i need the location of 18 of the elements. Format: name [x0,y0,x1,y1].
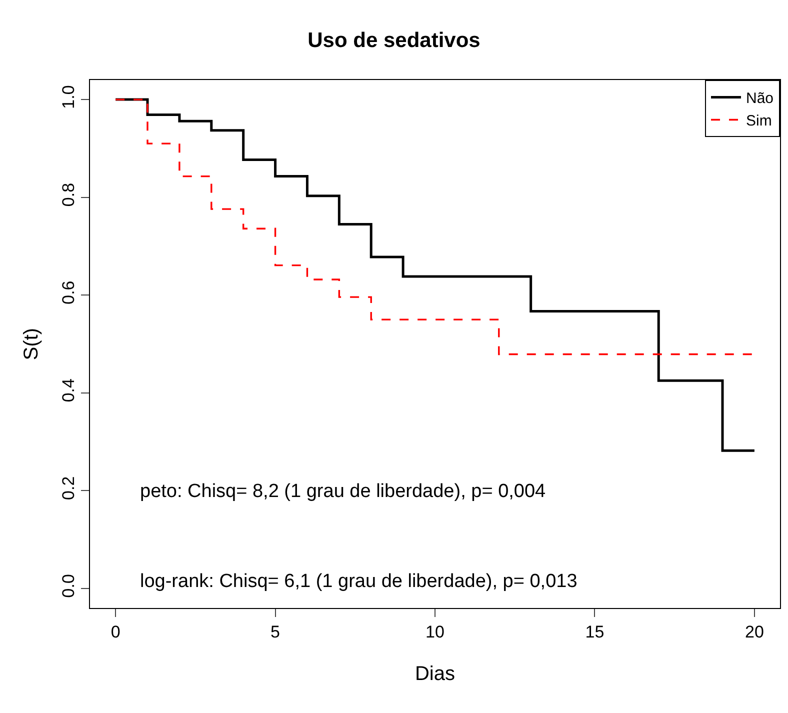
x-tick-label: 15 [585,622,604,642]
x-tick-label: 20 [744,622,764,642]
y-tick-label: 0.2 [59,476,78,500]
x-tick-label: 5 [270,622,280,642]
y-axis-title: S(t) [20,328,43,360]
annotation: peto: Chisq= 8,2 (1 grau de liberdade), p= 0,004 [140,481,546,502]
y-tick-label: 0.8 [59,182,78,207]
x-tick-label: 0 [110,622,120,642]
legend-label: Não [746,90,774,108]
x-tick-label: 10 [426,622,444,642]
y-tick-label: 0.6 [59,280,78,304]
x-axis-title: Dias [414,662,456,685]
chart-title: Uso de sedativos [308,28,480,52]
legend-label: Sim [746,112,772,130]
annotation: log-rank: Chisq= 6,1 (1 grau de liberdade), p= 0,013 [140,571,578,592]
y-tick-label: 0.0 [59,574,78,598]
y-tick-label: 0.4 [59,378,78,402]
y-tick-label: 1.0 [59,85,78,109]
